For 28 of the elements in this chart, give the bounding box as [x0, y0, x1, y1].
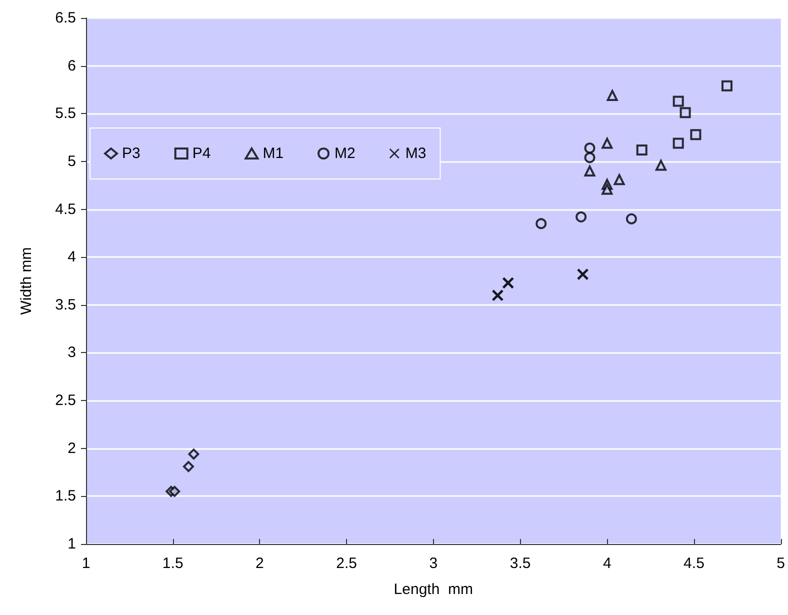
x-tick-label: 2.5	[336, 555, 357, 572]
y-tick-label: 5	[68, 152, 76, 170]
y-tick-label: 4	[68, 248, 76, 266]
x-tick-label: 4.5	[684, 555, 704, 572]
x-axis-title: Length mm	[394, 581, 474, 598]
legend-label: P4	[192, 145, 211, 162]
y-tick-label: 2	[68, 440, 76, 457]
x-tick-label: 2	[256, 555, 264, 572]
y-tick-label: 5.5	[55, 105, 76, 122]
y-tick-label: 2.5	[55, 392, 76, 410]
legend-label: M1	[262, 145, 284, 162]
x-tick-label: 3.5	[510, 555, 531, 572]
y-tick-label: 6.5	[55, 10, 76, 26]
x-tick-label: 1.5	[162, 555, 184, 572]
x-tick-label: 3	[429, 555, 438, 572]
y-tick-label: 1.5	[55, 488, 76, 505]
y-tick-label: 4.5	[55, 200, 76, 218]
y-tick-label: 1	[68, 536, 76, 552]
x-tick-label: 1	[82, 555, 90, 572]
x-tick-label: 4	[602, 555, 612, 572]
y-tick-label: 3.5	[55, 296, 76, 314]
y-axis-title: Width mm	[18, 247, 35, 315]
x-tick-label: 5	[776, 555, 785, 572]
legend-label: M2	[334, 145, 356, 162]
y-tick-label: 6	[68, 57, 76, 74]
legend-label: P3	[122, 145, 140, 162]
legend-label: M3	[405, 145, 426, 162]
y-tick-label: 3	[68, 344, 76, 362]
